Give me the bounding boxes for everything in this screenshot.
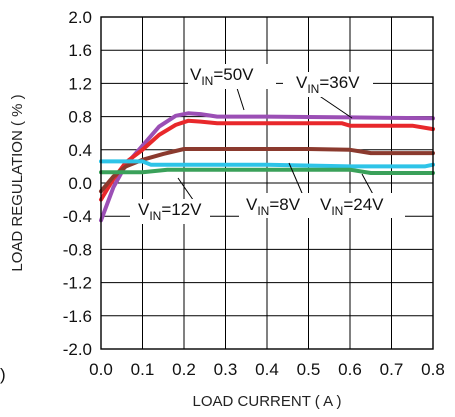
edge-mark: )	[0, 365, 6, 384]
label-bg-8v	[239, 193, 319, 218]
x-tick-label: 0.0	[89, 360, 113, 379]
annotation-vin-12v: VIN=12V	[138, 200, 202, 223]
x-tick-label: 0.3	[214, 360, 238, 379]
x-tick-label: 0.5	[297, 360, 321, 379]
leader-50v	[235, 84, 245, 111]
label-bg-24v	[317, 193, 405, 218]
y-tick-label: -2.0	[63, 340, 92, 359]
x-tick-label: 0.6	[338, 360, 362, 379]
label-bg-36v	[283, 72, 373, 97]
x-tick-label: 0.2	[172, 360, 196, 379]
annotation-vin-24v: VIN=24V	[320, 195, 384, 218]
label-bg-12v	[130, 199, 210, 224]
series-line-4	[99, 159, 435, 169]
y-tick-label: 0.4	[68, 141, 92, 160]
y-tick-label: 1.6	[68, 41, 92, 60]
x-tick-label: 0.1	[131, 360, 155, 379]
x-tick-label: 0.8	[421, 360, 445, 379]
x-axis-title: LOAD CURRENT ( A )	[193, 393, 342, 410]
series-line-3	[99, 147, 435, 194]
plot-frame	[100, 16, 434, 350]
y-axis-ticks: 2.0 1.6 1.2 0.8 0.4 0.0 -0.4 -0.8 -1.2 -1.6 -2.0	[63, 8, 92, 359]
annotation-vin-8v: VIN=8V	[246, 195, 301, 218]
leader-36v	[317, 94, 353, 119]
y-tick-label: -0.4	[63, 207, 92, 226]
y-tick-label: 2.0	[68, 8, 92, 27]
y-tick-label: 1.2	[68, 74, 92, 93]
series-layer	[99, 111, 435, 223]
y-tick-label: 0.8	[68, 108, 92, 127]
label-bg-50v	[188, 64, 276, 89]
x-tick-label: 0.4	[255, 360, 279, 379]
x-axis-ticks: 0.0 0.1 0.2 0.3 0.4 0.5 0.6 0.7 0.8	[89, 360, 445, 379]
y-axis-title: LOAD REGULATION ( % )	[9, 94, 26, 271]
annotation-vin-50v: VIN=50V	[190, 65, 254, 88]
series-line-5	[99, 167, 435, 175]
y-tick-label: 0.0	[68, 174, 92, 193]
y-tick-label: -1.2	[63, 274, 92, 293]
x-tick-label: 0.7	[380, 360, 404, 379]
y-tick-label: -1.6	[63, 307, 92, 326]
annotation-vin-36v: VIN=36V	[296, 73, 360, 96]
y-tick-label: -0.8	[63, 240, 92, 259]
